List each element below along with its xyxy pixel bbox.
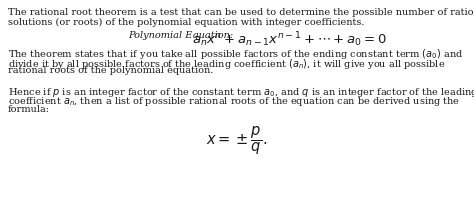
Text: rational roots of the polynomial equation.: rational roots of the polynomial equatio… — [8, 66, 213, 75]
Text: coefficient $a_n$, then a list of possible rational roots of the equation can be: coefficient $a_n$, then a list of possib… — [8, 95, 460, 108]
Text: divide it by all possible factors of the leading coefficient $(a_n)$, it will gi: divide it by all possible factors of the… — [8, 57, 446, 71]
Text: $x = \pm\dfrac{p}{q}.$: $x = \pm\dfrac{p}{q}.$ — [206, 124, 268, 157]
Text: The rational root theorem is a test that can be used to determine the possible n: The rational root theorem is a test that… — [8, 8, 474, 17]
Text: Polynomial Equation:: Polynomial Equation: — [128, 31, 239, 40]
Text: Hence if $p$ is an integer factor of the constant term $a_0$, and $q$ is an inte: Hence if $p$ is an integer factor of the… — [8, 86, 474, 99]
Text: formula:: formula: — [8, 105, 50, 114]
Text: $a_n x^{n} + a_{n-1}x^{n-1} + \cdots + a_0 = 0$: $a_n x^{n} + a_{n-1}x^{n-1} + \cdots + a… — [192, 30, 387, 49]
Text: The theorem states that if you take all possible factors of the ending constant : The theorem states that if you take all … — [8, 47, 464, 61]
Text: solutions (or roots) of the polynomial equation with integer coefficients.: solutions (or roots) of the polynomial e… — [8, 18, 365, 27]
